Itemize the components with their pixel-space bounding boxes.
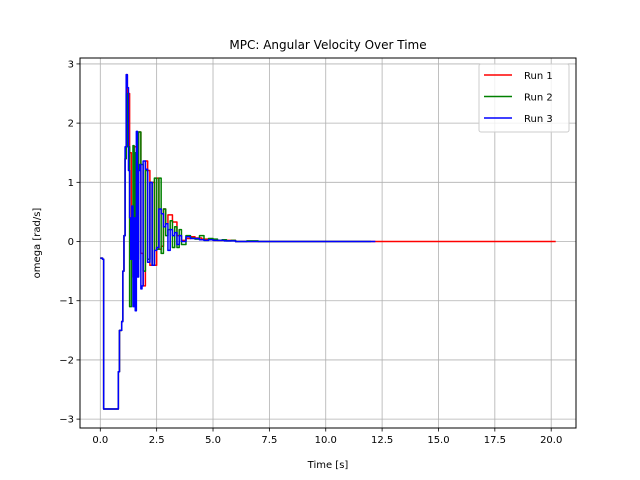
y-tick-label: −2 [59,355,74,366]
series-lines [100,73,556,410]
chart-title: MPC: Angular Velocity Over Time [229,38,426,52]
legend-label-2: Run 2 [524,93,553,104]
x-tick-label: 0.0 [92,435,108,446]
y-tick-label: 3 [68,59,74,70]
y-axis-label: omega [rad/s] [32,208,43,279]
x-tick-label: 12.5 [371,435,393,446]
x-tick-label: 15.0 [427,435,449,446]
x-axis-label: Time [s] [307,460,349,471]
x-axis-ticks: 0.0 2.5 5.0 7.5 10.0 12.5 15.0 17.5 20.0 [92,428,562,446]
x-tick-label: 7.5 [261,435,277,446]
legend-box [478,63,570,133]
series-line-3 [100,73,376,410]
plot-frame [79,57,577,429]
y-axis-ticks: −3 −2 −1 0 1 2 3 [59,59,80,426]
y-tick-label: −1 [59,296,74,307]
legend: Run 1 Run 2 Run 3 [478,63,570,133]
legend-label-1: Run 1 [524,71,553,82]
x-tick-label: 17.5 [484,435,506,446]
y-tick-label: 1 [68,178,74,189]
x-tick-label: 5.0 [205,435,221,446]
y-tick-label: −3 [59,415,74,426]
legend-label-3: Run 3 [524,114,553,125]
x-tick-label: 2.5 [149,435,165,446]
y-tick-label: 2 [68,119,74,130]
x-tick-label: 10.0 [315,435,337,446]
x-tick-label: 20.0 [540,435,562,446]
y-tick-label: 0 [68,237,74,248]
